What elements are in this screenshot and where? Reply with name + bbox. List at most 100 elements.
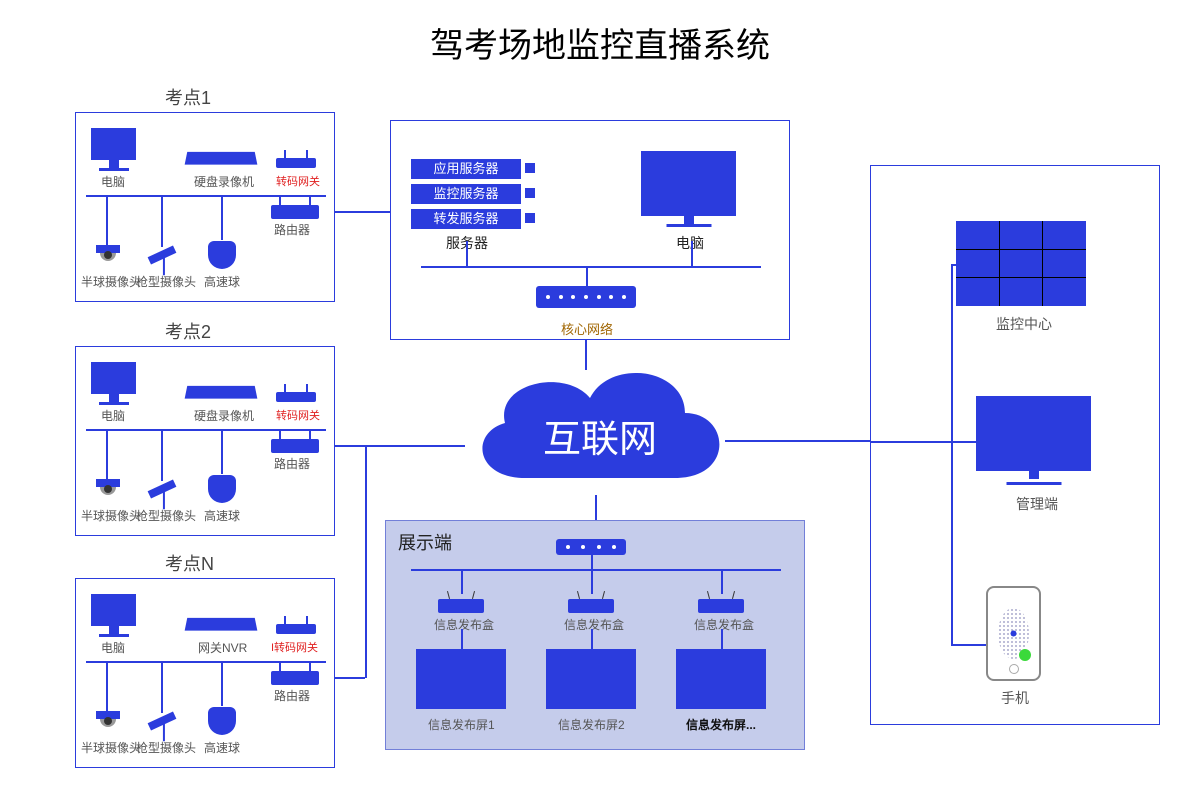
- ptz-camera-icon: [208, 475, 236, 503]
- bullet-label: 枪型摄像头: [136, 507, 196, 524]
- gateway-label: 转码网关: [276, 173, 320, 189]
- dome-label: 半球摄像头: [81, 507, 141, 524]
- dome-label: 半球摄像头: [81, 273, 141, 290]
- dome-camera-icon: [94, 479, 122, 503]
- cloud-drop: [691, 241, 693, 266]
- link-internet-supervision: [725, 440, 870, 442]
- pc-icon: [91, 362, 136, 394]
- ptz-label: 高速球: [204, 507, 240, 524]
- dvr-label: 硬盘录像机: [194, 173, 254, 190]
- phone-icon: [986, 586, 1041, 681]
- link-sup-branch: [951, 644, 986, 646]
- publish-box-icon: [438, 599, 484, 613]
- gateway-label: I转码网关: [271, 639, 318, 655]
- pc-icon: [91, 128, 136, 160]
- bullet-label: 枪型摄像头: [136, 739, 196, 756]
- publish-screen-icon: [676, 649, 766, 709]
- supervision-panel: 监控中心 管理端 手机: [870, 165, 1160, 725]
- videowall-icon: [956, 221, 1086, 306]
- gateway-icon: [276, 624, 316, 634]
- server-app: 应用服务器: [411, 159, 521, 179]
- phone-label: 手机: [1001, 688, 1029, 708]
- link-site1: [335, 211, 390, 213]
- cam-line: [221, 195, 223, 240]
- mgmt-pc-icon: [976, 396, 1091, 471]
- cam-line: [221, 429, 223, 474]
- nvr-label: 网关NVR: [198, 639, 247, 656]
- server-fwd: 转发服务器: [411, 209, 521, 229]
- ptz-camera-icon: [208, 241, 236, 269]
- dvr-icon: [185, 386, 258, 399]
- site1-title: 考点1: [165, 84, 211, 110]
- gateway-icon: [276, 158, 316, 168]
- publish-box-label: 信息发布盒: [564, 616, 624, 633]
- siteN-title: 考点N: [165, 550, 214, 576]
- publish-box-label: 信息发布盒: [694, 616, 754, 633]
- server-mon: 监控服务器: [411, 184, 521, 204]
- display-branch: [721, 569, 723, 594]
- publish-screen-label: 信息发布屏1: [428, 716, 495, 733]
- pc-label: 电脑: [101, 639, 125, 656]
- core-network-label: 核心网络: [561, 319, 613, 338]
- cloud-pc-icon: [641, 151, 736, 216]
- internet-label: 互联网: [520, 408, 680, 463]
- gateway-label: 转码网关: [276, 407, 320, 423]
- publish-box-icon: [568, 599, 614, 613]
- router-label: 路由器: [274, 687, 310, 704]
- router-icon: [271, 439, 319, 453]
- dvr-label: 硬盘录像机: [194, 407, 254, 424]
- bullet-label: 枪型摄像头: [136, 273, 196, 290]
- publish-screen-icon: [546, 649, 636, 709]
- cloud-drop: [466, 241, 468, 266]
- cam-line: [161, 429, 163, 481]
- link-sup-v: [951, 264, 953, 644]
- publish-screen-icon: [416, 649, 506, 709]
- display-branch2: [591, 629, 593, 649]
- dome-camera-icon: [94, 245, 122, 269]
- diagram-title: 驾考场地监控直播系统: [0, 18, 1200, 67]
- router-label: 路由器: [274, 221, 310, 238]
- ptz-label: 高速球: [204, 273, 240, 290]
- router-label: 路由器: [274, 455, 310, 472]
- bullet-camera-icon: [148, 711, 177, 730]
- display-branch: [591, 569, 593, 594]
- dvr-icon: [185, 152, 258, 165]
- cloud-pc-label: 电脑: [676, 233, 704, 253]
- nvr-icon: [185, 618, 258, 631]
- router-icon: [271, 205, 319, 219]
- dome-camera-icon: [94, 711, 122, 735]
- core-switch-icon: [536, 286, 636, 308]
- ptz-label: 高速球: [204, 739, 240, 756]
- link-sup-h: [871, 441, 951, 443]
- videowall-label: 监控中心: [996, 314, 1052, 334]
- display-panel: 展示端 信息发布盒 信息发布盒 信息发布盒 信息发布屏1 信息发布屏2 信息发布…: [385, 520, 805, 750]
- ptz-camera-icon: [208, 707, 236, 735]
- bullet-camera-icon: [148, 245, 177, 264]
- siteN-panel: 电脑 网关NVR I转码网关 路由器 半球摄像头 枪型摄像头 高速球: [75, 578, 335, 768]
- cam-line: [106, 661, 108, 713]
- site-bus: [86, 661, 326, 663]
- link-siteN-h: [335, 677, 365, 679]
- cam-line: [106, 195, 108, 247]
- cam-line: [106, 429, 108, 481]
- site1-panel: 电脑 硬盘录像机 转码网关 路由器 半球摄像头 枪型摄像头 高速球: [75, 112, 335, 302]
- display-bus: [411, 569, 781, 571]
- router-icon: [271, 671, 319, 685]
- display-title: 展示端: [398, 529, 452, 555]
- display-branch2: [461, 629, 463, 649]
- publish-screen-label: 信息发布屏2: [558, 716, 625, 733]
- link-sup-branch: [951, 264, 959, 266]
- display-branch: [461, 569, 463, 594]
- dome-label: 半球摄像头: [81, 739, 141, 756]
- display-drop: [591, 555, 593, 569]
- cloud-panel: 应用服务器 监控服务器 转发服务器 服务器 电脑 核心网络: [390, 120, 790, 340]
- display-branch2: [721, 629, 723, 649]
- link-site2: [335, 445, 465, 447]
- site2-title: 考点2: [165, 318, 211, 344]
- pc-label: 电脑: [101, 407, 125, 424]
- link-siteN-v: [365, 445, 367, 678]
- site-bus: [86, 429, 326, 431]
- bullet-camera-icon: [148, 479, 177, 498]
- cloud-drop-sw: [586, 266, 588, 286]
- cloud-bus: [421, 266, 761, 268]
